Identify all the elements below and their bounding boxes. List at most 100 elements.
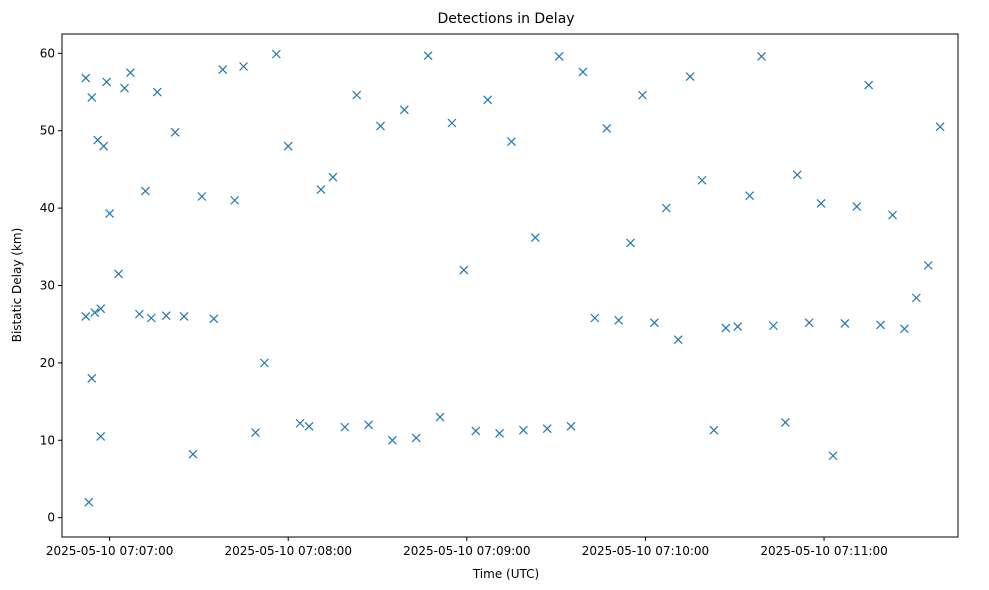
data-point [120, 83, 129, 93]
data-point [530, 233, 540, 242]
data-point [471, 426, 481, 436]
data-point-stroke [99, 141, 109, 151]
data-point [483, 95, 493, 105]
x-axis-label: Time (UTC) [472, 567, 539, 581]
data-point [96, 431, 106, 441]
data-point-stroke [352, 90, 362, 100]
data-point-stroke [387, 435, 397, 445]
y-tick-label: 20 [40, 356, 55, 370]
data-point-stroke [411, 433, 421, 443]
data-point-stroke [840, 318, 850, 328]
data-point-stroke [87, 373, 97, 383]
data-point-stroke [239, 62, 249, 71]
data-point [316, 185, 326, 194]
data-point-stroke [673, 335, 683, 345]
data-point [804, 318, 814, 328]
data-point [590, 313, 600, 323]
data-point [935, 122, 945, 132]
data-point-stroke [685, 72, 695, 81]
data-point-stroke [399, 105, 409, 115]
y-tick-label: 60 [40, 46, 55, 60]
data-point-stroke [90, 308, 100, 318]
data-point [387, 435, 397, 445]
data-point [114, 269, 123, 279]
data-point-stroke [161, 311, 171, 321]
data-point [87, 373, 97, 383]
data-point-stroke [328, 172, 338, 182]
data-point-stroke [218, 65, 228, 75]
data-point [352, 90, 362, 100]
data-point-stroke [804, 318, 814, 328]
data-point-stroke [376, 121, 385, 131]
data-point-stroke [733, 322, 743, 331]
data-point [170, 127, 180, 137]
data-point-stroke [87, 93, 97, 102]
data-point [81, 312, 91, 321]
data-point [864, 80, 874, 90]
data-point [852, 202, 862, 211]
data-point [96, 304, 106, 314]
data-point [328, 172, 338, 182]
data-point-stroke [745, 191, 755, 201]
data-point [542, 424, 552, 434]
data-point-stroke [364, 420, 374, 430]
data-point-stroke [721, 323, 731, 333]
data-point [876, 320, 886, 330]
data-point [923, 260, 933, 270]
data-point [888, 210, 897, 220]
plot-area: 0 10 20 30 40 50 60 2025-05-10 07:07:00 2025-05-… [40, 33, 959, 558]
data-point-stroke [590, 313, 600, 323]
data-point-stroke [888, 210, 897, 220]
data-point-stroke [251, 428, 260, 437]
data-point [649, 318, 659, 328]
data-point [87, 93, 97, 102]
data-point [566, 421, 576, 431]
data-point-stroke [483, 95, 493, 105]
data-point [697, 175, 707, 185]
data-point-stroke [495, 428, 505, 438]
y-tick-label: 50 [40, 124, 55, 138]
data-point-stroke [96, 431, 106, 441]
x-tick-label: 2025-05-10 07:10:00 [582, 544, 709, 558]
data-point-stroke [923, 260, 933, 270]
data-point [518, 425, 528, 435]
y-axis-label: Bistatic Delay (km) [10, 228, 24, 343]
data-point-stroke [852, 202, 862, 211]
data-point [105, 209, 115, 218]
data-point [840, 318, 850, 328]
data-point [495, 428, 505, 438]
data-point-stroke [84, 497, 94, 507]
data-point-stroke [259, 358, 269, 368]
data-point [780, 418, 790, 427]
data-point [757, 52, 766, 61]
data-point [140, 186, 150, 196]
data-point-stroke [120, 83, 129, 93]
data-point [126, 68, 135, 78]
data-point-stroke [140, 186, 150, 196]
data-point-stroke [295, 418, 305, 428]
x-tick-label: 2025-05-10 07:09:00 [403, 544, 530, 558]
data-point-stroke [114, 269, 123, 279]
data-point [230, 195, 240, 205]
data-point-stroke [447, 118, 457, 128]
data-point-stroke [566, 421, 576, 431]
data-point-stroke [188, 449, 198, 459]
data-point [364, 420, 374, 430]
data-point-stroke [93, 135, 103, 145]
data-point [447, 118, 457, 128]
data-point-stroke [757, 52, 766, 61]
data-point [423, 51, 433, 61]
data-point-stroke [152, 87, 162, 97]
data-point-stroke [828, 451, 838, 461]
data-point-stroke [626, 238, 635, 248]
data-point [271, 49, 281, 59]
data-point-stroke [780, 418, 790, 427]
data-point-stroke [81, 73, 91, 83]
data-point-stroke [935, 122, 945, 132]
data-point-stroke [542, 424, 552, 434]
data-point [911, 293, 921, 303]
data-point [376, 121, 385, 131]
data-point [399, 105, 409, 115]
data-point [769, 321, 778, 331]
